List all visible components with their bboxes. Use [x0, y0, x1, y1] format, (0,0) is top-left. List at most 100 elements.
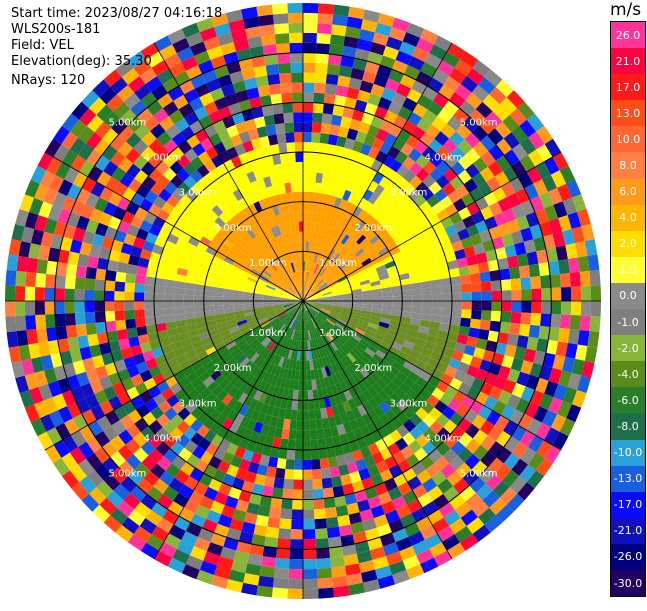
ppi-cell: [457, 447, 473, 463]
ppi-cell: [136, 228, 149, 241]
ppi-cell: [92, 79, 111, 98]
range-ring-label: 4.00km: [425, 153, 463, 164]
ppi-cell: [224, 311, 235, 318]
ppi-cell: [219, 264, 231, 273]
ppi-cell: [542, 352, 556, 368]
ppi-cell: [44, 287, 56, 301]
ppi-cell: [538, 393, 554, 411]
ppi-cell: [308, 191, 315, 203]
ppi-cell: [319, 283, 328, 291]
ppi-cell: [590, 285, 601, 301]
ppi-cell: [269, 174, 279, 186]
ppi-cell: [113, 101, 131, 119]
ppi-cell: [229, 360, 240, 372]
ppi-cell: [342, 483, 355, 496]
ppi-cell: [411, 343, 424, 354]
ppi-cell: [179, 231, 192, 243]
ppi-cell: [371, 137, 385, 151]
ppi-cell: [94, 138, 111, 156]
ppi-cell: [284, 305, 295, 311]
ppi-cell: [299, 360, 303, 371]
ppi-cell: [549, 274, 561, 289]
ppi-cell: [34, 400, 49, 419]
ppi-cell: [260, 256, 270, 266]
ppi-cell: [270, 318, 280, 327]
ppi-cell: [541, 410, 558, 428]
ppi-cell: [259, 135, 270, 148]
ppi-cell: [242, 449, 254, 462]
ppi-cell: [134, 123, 151, 140]
ppi-cell: [303, 82, 315, 93]
ppi-cell: [303, 231, 307, 242]
ppi-cell: [312, 294, 323, 299]
ppi-cell: [183, 294, 194, 301]
ppi-cell: [303, 439, 311, 450]
ppi-cell: [419, 219, 433, 232]
ppi-cell: [132, 236, 146, 249]
ppi-cell: [247, 318, 258, 326]
ppi-cell: [315, 327, 322, 338]
ppi-cell: [327, 249, 336, 260]
ppi-cell: [300, 330, 303, 341]
ppi-cell: [236, 338, 247, 348]
ppi-cell: [293, 282, 299, 293]
ppi-cell: [205, 275, 217, 283]
ppi-cell: [256, 357, 266, 368]
ppi-cell: [270, 215, 279, 227]
ppi-cell: [374, 22, 393, 37]
ppi-cell: [367, 344, 378, 354]
ppi-cell: [34, 183, 49, 202]
ppi-cell: [337, 232, 347, 243]
ppi-cell: [167, 557, 186, 574]
ppi-cell: [286, 289, 295, 296]
ppi-cell: [263, 230, 272, 241]
ppi-cell: [415, 516, 433, 532]
ppi-cell: [110, 435, 126, 452]
ppi-cell: [103, 473, 121, 491]
ppi-cell: [181, 531, 198, 547]
ppi-cell: [275, 345, 283, 356]
ppi-cell: [450, 161, 466, 176]
ppi-cell: [544, 138, 562, 157]
ppi-cell: [310, 221, 316, 233]
ppi-cell: [288, 263, 294, 274]
ppi-cell: [311, 273, 317, 284]
ppi-cell: [303, 410, 310, 421]
ppi-cell: [144, 292, 155, 301]
ppi-cell: [228, 19, 246, 33]
ppi-cell: [127, 116, 144, 133]
ppi-cell: [253, 305, 264, 309]
ppi-cell: [333, 176, 343, 188]
ppi-cell: [345, 430, 357, 443]
ppi-cell: [529, 224, 543, 240]
ppi-cell: [254, 116, 266, 129]
ppi-cell: [190, 182, 204, 196]
ppi-cell: [248, 254, 259, 264]
ppi-cell: [307, 211, 313, 222]
ppi-cell: [165, 124, 181, 139]
ppi-cell: [176, 433, 191, 448]
ppi-cell: [234, 335, 245, 345]
ppi-cell: [431, 116, 447, 132]
ppi-cell: [559, 272, 571, 288]
ppi-cell: [357, 272, 368, 280]
ppi-cell: [262, 219, 271, 231]
ppi-cell: [510, 278, 522, 291]
ppi-cell: [225, 315, 236, 322]
ppi-cell: [335, 242, 344, 253]
ppi-cell: [327, 174, 337, 186]
ppi-cell: [203, 36, 221, 51]
ppi-cell: [540, 275, 551, 289]
ppi-cell: [181, 55, 198, 71]
ppi-cell: [317, 223, 324, 234]
ppi-cell: [494, 415, 510, 431]
ppi-cell: [544, 380, 559, 398]
ppi-cell: [43, 187, 58, 205]
ppi-cell: [361, 378, 372, 390]
ppi-cell: [24, 301, 36, 316]
ppi-cell: [142, 240, 155, 252]
ppi-cell: [352, 206, 363, 218]
ppi-cell: [418, 388, 432, 402]
ppi-cell: [85, 266, 97, 280]
ppi-cell: [375, 349, 387, 360]
